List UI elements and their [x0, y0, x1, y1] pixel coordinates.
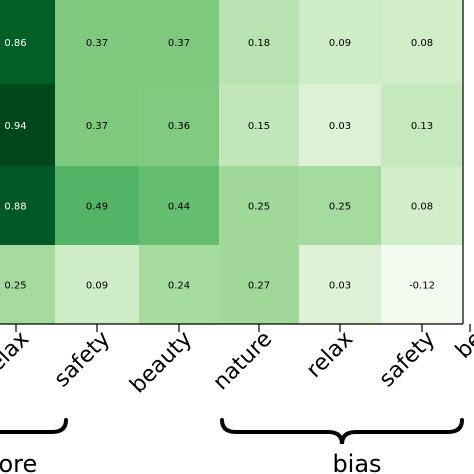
heatmap-cell — [381, 0, 463, 84]
cell-value-label: 0.08 — [411, 38, 433, 49]
heatmap-cell — [0, 0, 55, 84]
cell-value-label: 0.94 — [4, 121, 26, 132]
cell-value-label: 0.88 — [4, 202, 26, 213]
cell-value-label: 0.49 — [86, 202, 108, 213]
heatmap-cell — [55, 245, 139, 324]
cell-value-label: 0.27 — [248, 281, 270, 292]
heatmap-cell — [299, 166, 381, 245]
x-tick-label: relax — [302, 327, 358, 383]
heatmap-cell — [0, 166, 55, 245]
heatmap-cell — [219, 166, 299, 245]
cell-value-label: 0.25 — [248, 202, 270, 213]
heatmap-cell — [139, 0, 219, 84]
heatmap-cell — [0, 245, 55, 324]
x-tick-label: nature — [209, 327, 278, 396]
heatmap-cell — [381, 245, 463, 324]
heatmap-cell — [0, 84, 55, 166]
x-tick-label: safety — [50, 327, 116, 393]
cell-value-label: 0.25 — [329, 202, 351, 213]
heatmap-cells: 0.86 0.37 0.37 0.18 0.09 0.08 0.94 0.37 0.36 0.15… — [0, 0, 463, 324]
cell-value-label: 0.03 — [329, 121, 351, 132]
heatmap-cell — [299, 245, 381, 324]
cell-value-label: 0.36 — [168, 121, 190, 132]
heatmap-cell — [55, 84, 139, 166]
cell-value-label: 0.37 — [86, 121, 108, 132]
cell-value-label: 0.09 — [86, 281, 108, 292]
heatmap-cell — [139, 166, 219, 245]
x-tick-label: be — [451, 327, 474, 364]
heatmap-cell — [139, 245, 219, 324]
heatmap-cell — [299, 84, 381, 166]
heatmap-cell — [139, 84, 219, 166]
group-brackets: score bias — [0, 418, 464, 474]
heatmap-cell — [381, 166, 463, 245]
group-brace — [0, 418, 68, 434]
group-brace — [220, 418, 464, 445]
cell-value-label: 0.37 — [86, 38, 108, 49]
x-tick-label: relax — [0, 327, 34, 383]
cell-value-label: 0.24 — [168, 281, 190, 292]
heatmap-cell — [219, 245, 299, 324]
cell-value-label: 0.09 — [329, 38, 351, 49]
cell-value-label: 0.03 — [329, 281, 351, 292]
heatmap-cell — [219, 0, 299, 84]
cell-value-label: 0.37 — [168, 38, 190, 49]
cell-value-label: 0.13 — [411, 121, 433, 132]
heatmap-cell — [299, 0, 381, 84]
cell-value-label: 0.25 — [4, 281, 26, 292]
cell-value-label: 0.15 — [248, 121, 270, 132]
cell-value-label: 0.18 — [248, 38, 270, 49]
cell-value-label: 0.86 — [4, 38, 26, 49]
cell-value-label: 0.44 — [168, 202, 190, 213]
x-tick-label: safety — [375, 327, 441, 393]
heatmap-cell — [55, 0, 139, 84]
heatmap-cell — [55, 166, 139, 245]
heatmap-cell — [219, 84, 299, 166]
x-axis-ticks: relax safety beauty nature relax safety be — [0, 324, 474, 398]
cell-value-label: -0.12 — [409, 281, 435, 292]
x-tick-label: beauty — [125, 327, 197, 399]
heatmap-cell — [381, 84, 463, 166]
group-label: score — [0, 450, 37, 474]
group-label: bias — [332, 450, 381, 474]
cell-value-label: 0.08 — [411, 202, 433, 213]
